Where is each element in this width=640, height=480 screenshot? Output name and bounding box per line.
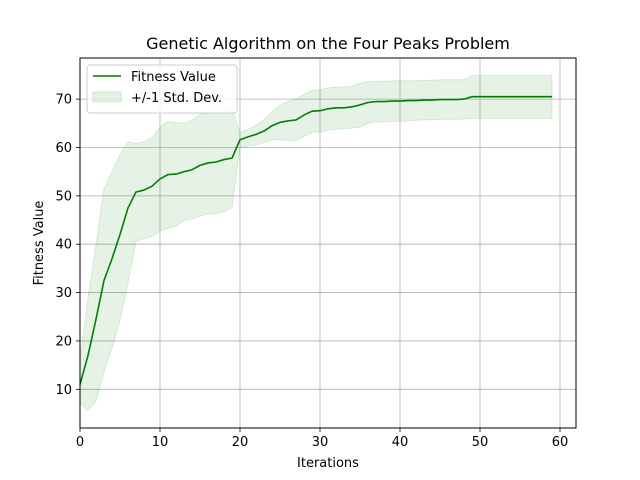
x-tick-label: 60 [552,435,569,450]
x-tick-label: 40 [392,435,409,450]
x-tick-label: 50 [472,435,489,450]
y-tick-label: 40 [55,238,72,253]
legend-label-fitness: Fitness Value [131,70,216,85]
x-tick-label: 20 [232,435,249,450]
fitness-value-line [79,95,552,385]
y-tick-label: 50 [55,189,72,204]
fitness-line [79,95,552,385]
y-axis: 10 20 30 40 50 60 70 [55,93,80,398]
y-tick-label: 10 [55,383,72,398]
grid [79,58,576,428]
y-tick-label: 60 [55,141,72,156]
std-dev-band [79,74,553,411]
y-tick-label: 20 [55,334,72,349]
plot-frame [79,57,577,429]
std-dev-area [79,74,553,411]
y-tick-label: 30 [55,286,72,301]
legend-label-stddev: +/-1 Std. Dev. [131,91,222,106]
x-axis-label: Iterations [297,456,359,471]
x-tick-label: 0 [76,435,84,450]
legend-box [86,64,238,114]
legend: Fitness Value +/-1 Std. Dev. [86,64,238,114]
chart-title: Genetic Algorithm on the Four Peaks Prob… [146,34,510,53]
y-axis-label: Fitness Value [32,201,47,286]
x-tick-label: 10 [152,435,169,450]
x-tick-label: 30 [312,435,329,450]
y-tick-label: 70 [55,93,72,108]
x-axis: 0 10 20 30 40 50 60 [76,428,568,450]
legend-band-swatch [92,91,122,103]
